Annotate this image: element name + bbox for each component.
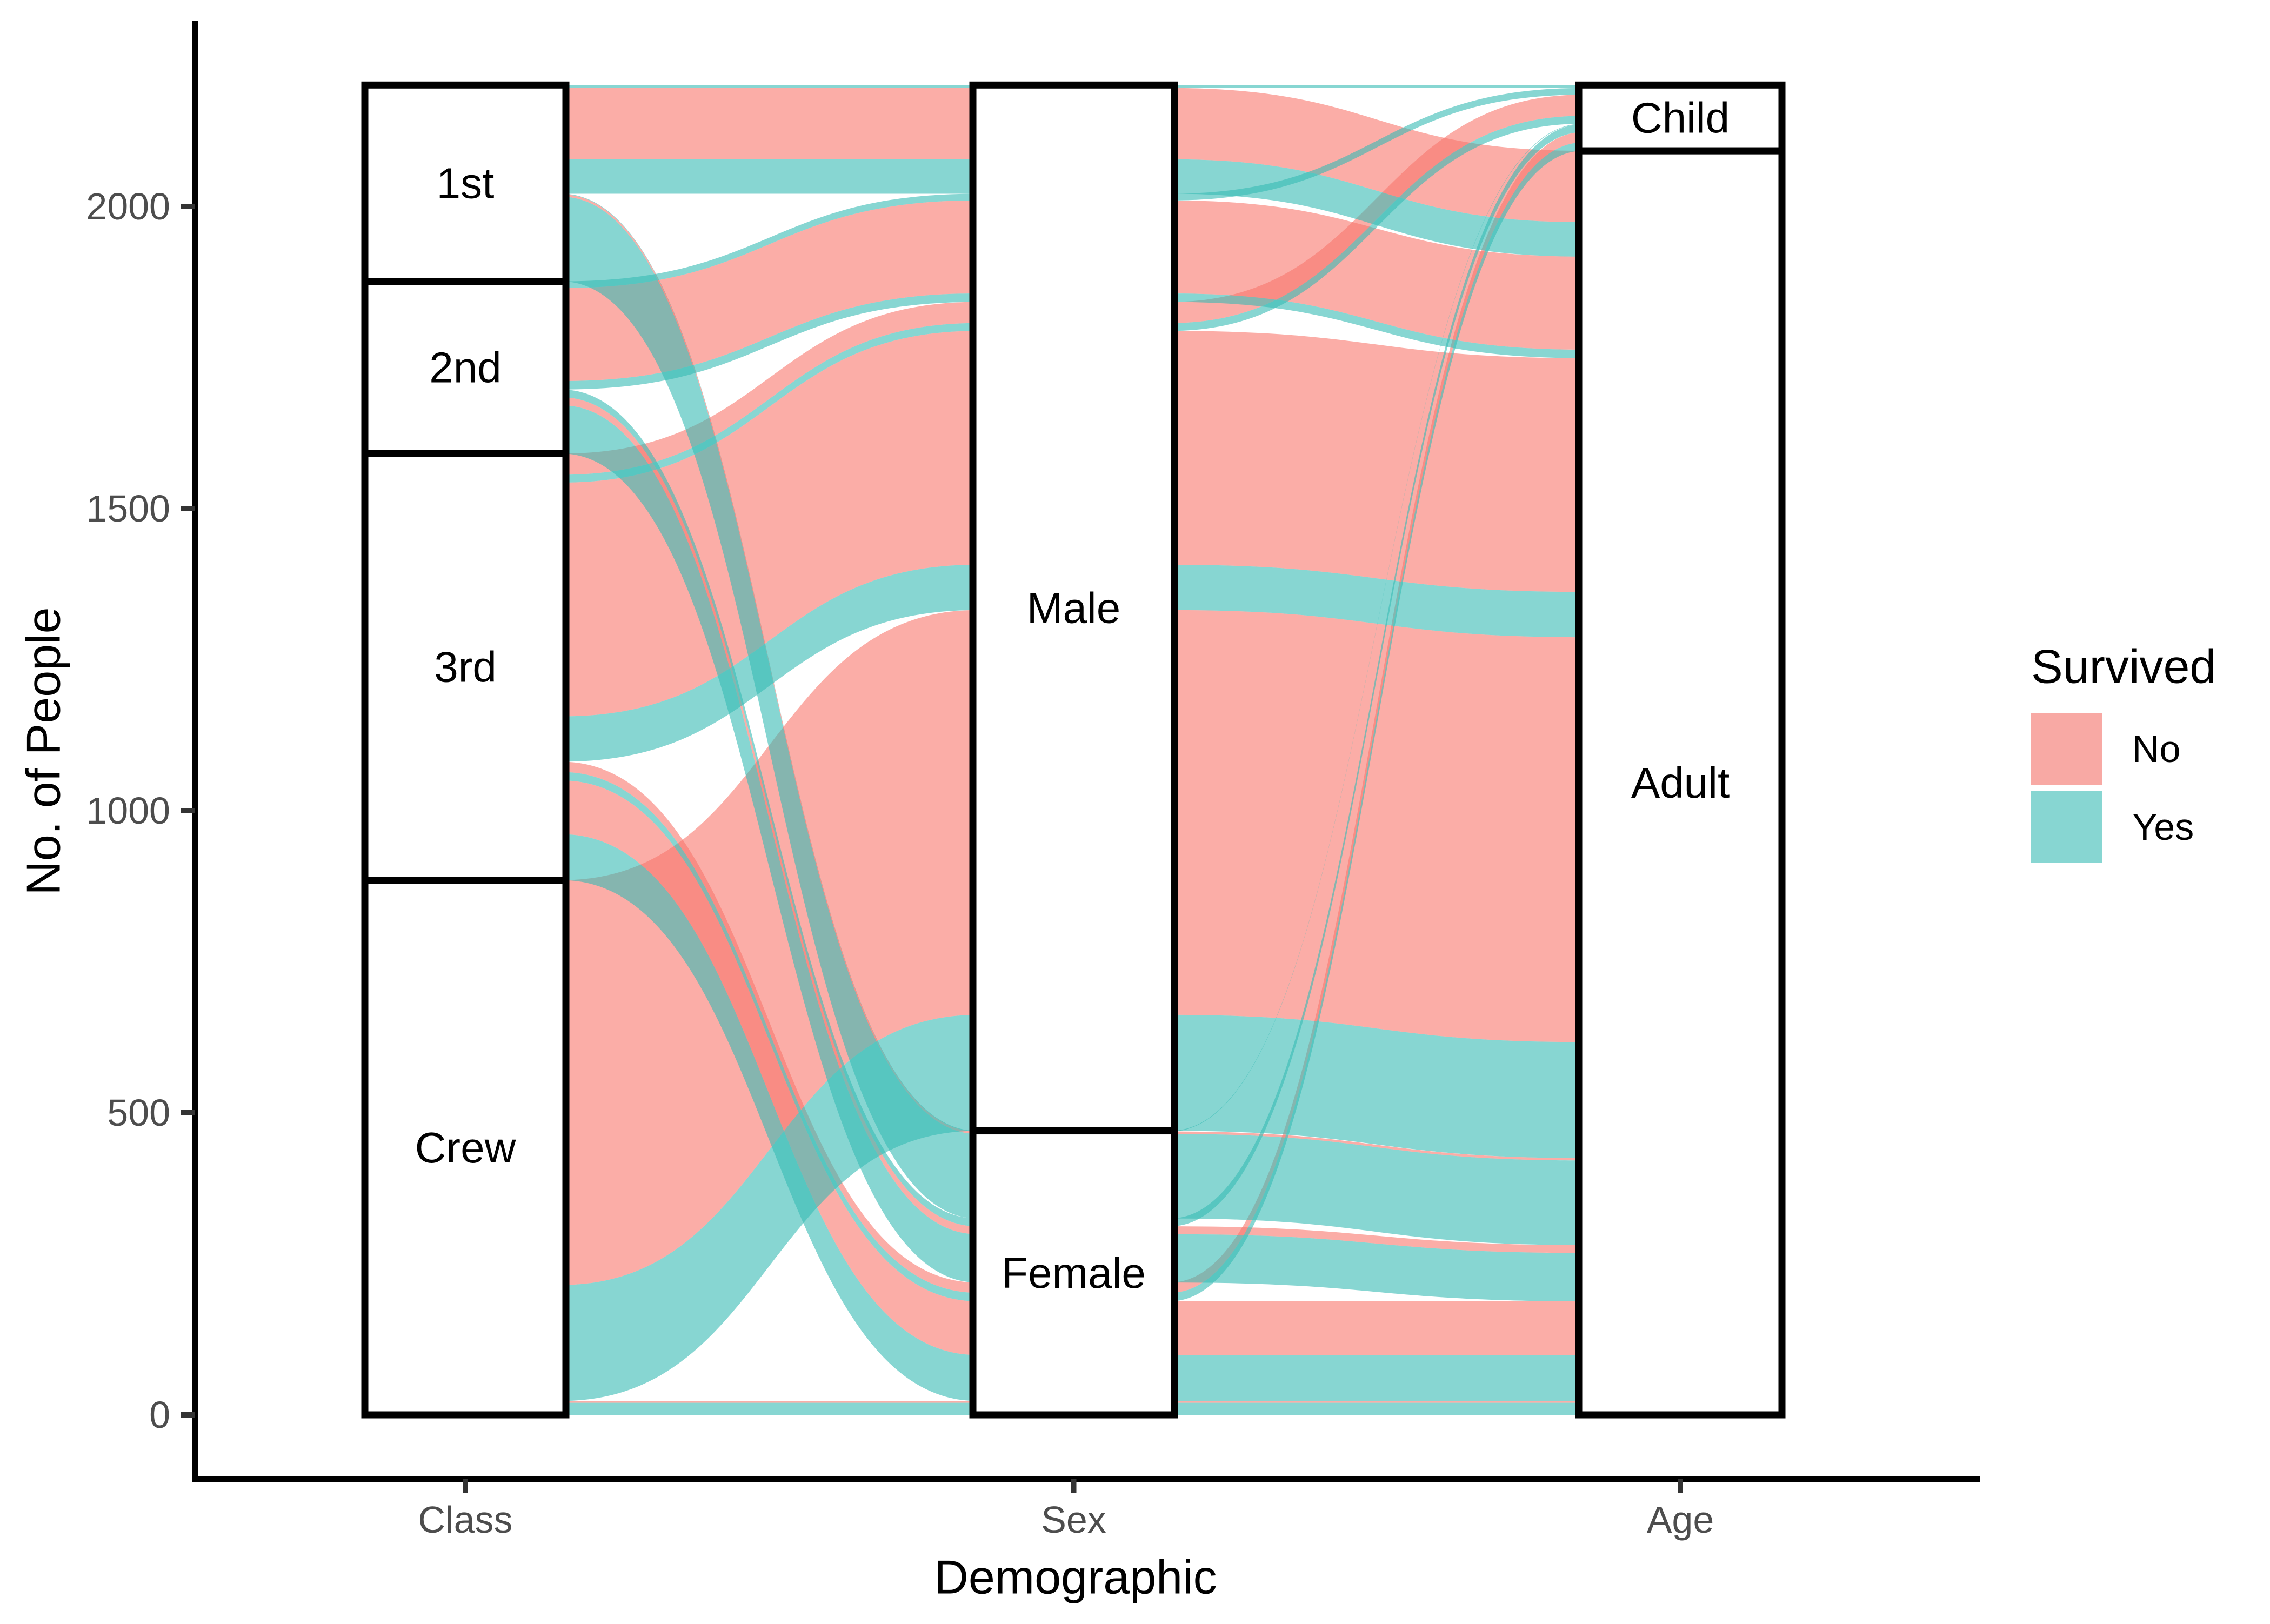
flow-Crew-Female-Adult-No-sex-age (1170, 1401, 1583, 1403)
flow-3rd-Female-Child-Yes-sex-age (1170, 142, 1583, 1301)
flow-3rd-Female-Adult-Yes-sex-age (1170, 1355, 1583, 1401)
y-tick-label-2000: 2000 (86, 185, 170, 228)
flows-layer (562, 85, 1583, 1415)
stratum-box-Female (969, 1127, 1178, 1419)
flow-2nd-Female-Adult-Yes-class-sex (562, 405, 977, 1283)
stratum-box-Crew (361, 877, 570, 1419)
stratum-box-3rd (361, 450, 570, 884)
y-tick-label-500: 500 (107, 1092, 170, 1134)
stratum-label-Adult: Adult (1631, 759, 1730, 807)
flow-3rd-Female-Child-No-class-sex (562, 761, 977, 1293)
flow-1st-Male-Child-Yes-sex-age (1170, 85, 1583, 88)
flow-3rd-Female-Adult-Yes-class-sex (562, 834, 977, 1401)
flow-Crew-Female-Adult-Yes-sex-age (1170, 1402, 1583, 1415)
flow-2nd-Female-Child-Yes-class-sex (562, 389, 977, 1227)
flow-2nd-Male-Adult-Yes-sex-age (1170, 293, 1583, 358)
stratum-label-Child: Child (1631, 94, 1730, 142)
flow-1st-Male-Adult-Yes-class-sex (562, 159, 977, 194)
flow-3rd-Female-Adult-No-sex-age (1170, 1301, 1583, 1355)
x-tick-label-Sex: Sex (1041, 1499, 1106, 1541)
legend-swatch-yes (2031, 791, 2102, 863)
flow-3rd-Male-Adult-Yes-class-sex (562, 564, 977, 762)
legend-title: Survived (2031, 640, 2216, 693)
flow-3rd-Female-Child-Yes-class-sex (562, 772, 977, 1301)
flow-1st-Female-Child-Yes-sex-age (1170, 123, 1583, 1132)
flow-1st-Male-Adult-No-class-sex (562, 88, 977, 159)
stratum-label-1st: 1st (437, 159, 495, 207)
flow-2nd-Female-Adult-No-sex-age (1170, 1226, 1583, 1253)
flow-3rd-Male-Adult-No-sex-age (1170, 331, 1583, 592)
flow-2nd-Female-Adult-No-class-sex (562, 397, 977, 1234)
x-axis-title: Demographic (934, 1551, 1217, 1604)
flow-Crew-Male-Adult-No-class-sex (562, 610, 977, 1285)
flow-1st-Female-Adult-No-sex-age (1170, 1131, 1583, 1161)
stratum-box-1st (361, 81, 570, 285)
flow-1st-Female-Child-Yes-class-sex (562, 193, 977, 1132)
flow-Crew-Female-Adult-No-class-sex (562, 1401, 977, 1403)
flow-3rd-Male-Child-No-class-sex (562, 302, 977, 475)
flow-1st-Male-Child-Yes-class-sex (562, 85, 977, 88)
flow-1st-Female-Adult-Yes-class-sex (562, 197, 977, 1219)
stratum-label-2nd: 2nd (429, 343, 501, 391)
flow-3rd-Male-Adult-Yes-sex-age (1170, 564, 1583, 638)
flow-1st-Male-Adult-Yes-sex-age (1170, 159, 1583, 257)
flow-2nd-Female-Child-Yes-sex-age (1170, 124, 1583, 1227)
y-tick-label-0: 0 (149, 1394, 170, 1436)
flow-3rd-Male-Child-Yes-class-sex (562, 323, 977, 483)
flow-Crew-Male-Adult-No-sex-age (1170, 610, 1583, 1042)
flow-3rd-Female-Child-No-sex-age (1170, 132, 1583, 1293)
legend-label-yes: Yes (2132, 806, 2194, 848)
flow-1st-Male-Adult-No-sex-age (1170, 88, 1583, 223)
flow-Crew-Male-Adult-Yes-sex-age (1170, 1014, 1583, 1158)
flow-1st-Female-Adult-Yes-sex-age (1170, 1134, 1583, 1245)
stratum-box-Child (1575, 81, 1786, 155)
flow-2nd-Male-Child-Yes-class-sex (562, 193, 977, 288)
flow-2nd-Male-Adult-No-sex-age (1170, 200, 1583, 350)
y-tick-label-1000: 1000 (86, 790, 170, 832)
stratum-label-Crew: Crew (415, 1124, 516, 1172)
stratum-label-Female: Female (1002, 1249, 1146, 1297)
flow-2nd-Male-Adult-Yes-class-sex (562, 293, 977, 390)
legend-swatch-no (2031, 713, 2102, 785)
stratum-box-Adult (1575, 147, 1786, 1419)
flow-Crew-Female-Adult-Yes-class-sex (562, 1402, 977, 1415)
y-tick-label-1500: 1500 (86, 487, 170, 530)
legend-label-no: No (2132, 728, 2180, 770)
x-tick-label-Age: Age (1647, 1499, 1714, 1541)
stratum-label-3rd: 3rd (434, 643, 497, 691)
x-tick-label-Class: Class (418, 1499, 512, 1541)
stratum-label-Male: Male (1027, 584, 1120, 632)
flow-2nd-Female-Adult-Yes-sex-age (1170, 1234, 1583, 1301)
y-axis-title: No. of People (17, 607, 70, 895)
flow-3rd-Male-Adult-No-class-sex (562, 331, 977, 717)
flow-3rd-Female-Adult-No-class-sex (562, 780, 977, 1355)
stratum-box-2nd (361, 278, 570, 457)
flow-2nd-Male-Child-Yes-sex-age (1170, 88, 1583, 201)
stratum-box-Male (969, 81, 1178, 1135)
